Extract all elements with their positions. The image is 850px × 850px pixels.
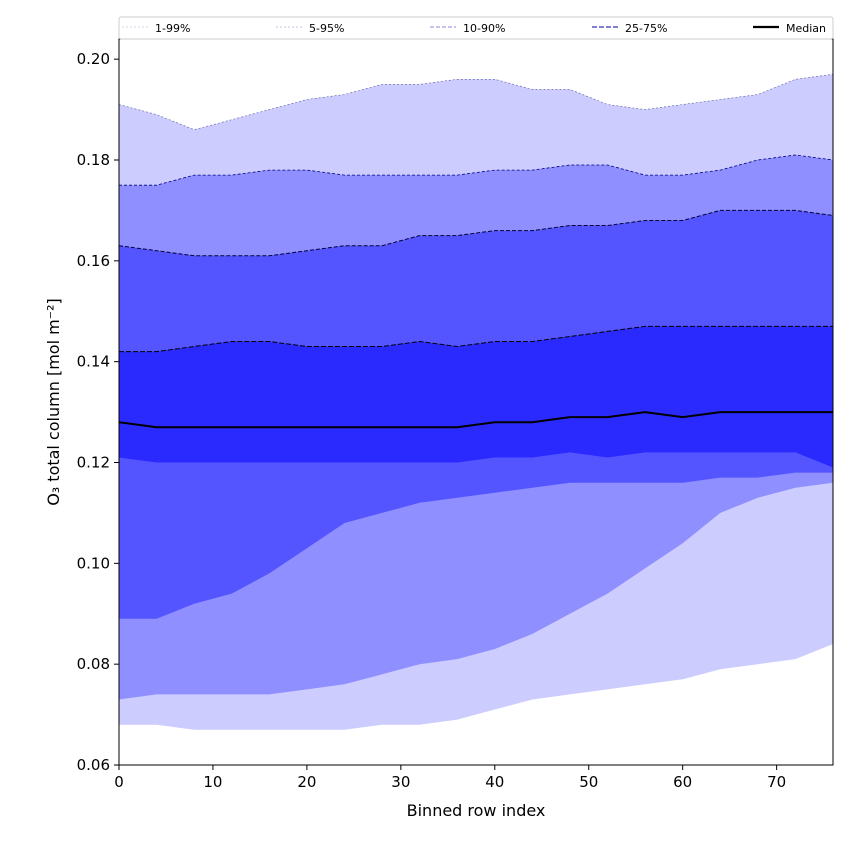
median-line — [118, 411, 833, 429]
y-axis-label: O₃ total column [mol m⁻²] — [44, 298, 63, 506]
y-tick-label: 0.14 — [77, 353, 110, 371]
x-tick-label: 60 — [673, 773, 692, 791]
x-axis: 0 10 20 30 40 50 60 70 — [114, 765, 786, 791]
band-25-75 — [119, 326, 833, 468]
y-tick-label: 0.20 — [77, 50, 110, 68]
legend-label: 10-90% — [463, 22, 505, 35]
x-tick-label: 50 — [579, 773, 598, 791]
x-tick-label: 40 — [485, 773, 504, 791]
band-edges — [118, 74, 834, 353]
legend-frame — [118, 16, 834, 40]
y-tick-label: 0.12 — [77, 454, 110, 472]
x-tick-label: 10 — [203, 773, 222, 791]
legend-label: 1-99% — [155, 22, 190, 35]
x-tick-label: 70 — [767, 773, 786, 791]
percentile-bands — [119, 74, 833, 730]
y-tick-label: 0.06 — [77, 756, 110, 774]
y-tick-label: 0.10 — [77, 554, 110, 572]
y-axis: 0.06 0.08 0.10 0.12 0.14 0.16 0.18 0.20 — [77, 50, 119, 774]
legend-label: 25-75% — [625, 22, 667, 35]
edge-p99 — [118, 74, 834, 131]
y-tick-label: 0.08 — [77, 655, 110, 673]
edge-p95 — [119, 154, 834, 186]
y-tick-label: 0.16 — [77, 252, 110, 270]
x-tick-label: 20 — [297, 773, 316, 791]
x-axis-label: Binned row index — [407, 801, 546, 820]
x-tick-label: 0 — [114, 773, 124, 791]
edge-p75 — [119, 325, 833, 353]
y-tick-label: 0.18 — [77, 151, 110, 169]
legend: 1-99% 5-95% 10-90% 25-75% Median — [118, 16, 834, 40]
median-layer — [118, 411, 833, 429]
x-tick-label: 30 — [391, 773, 410, 791]
legend-label: Median — [786, 22, 826, 35]
legend-label: 5-95% — [309, 22, 344, 35]
